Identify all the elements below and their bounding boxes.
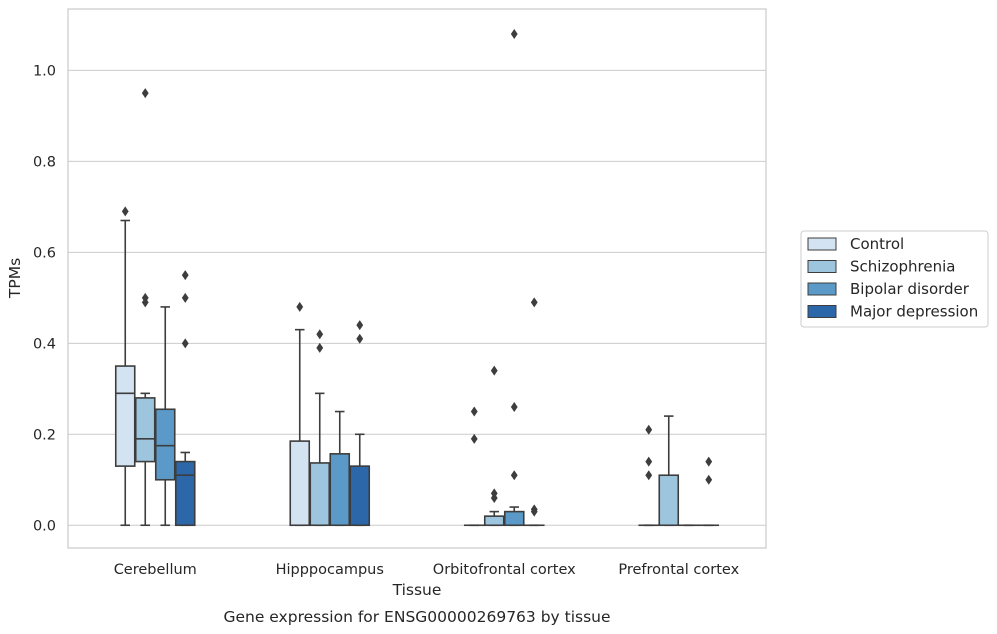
box (658, 474, 680, 527)
outlier-point (121, 206, 129, 217)
chart-title: Gene expression for ENSG00000269763 by t… (223, 608, 610, 626)
box-group (114, 206, 136, 527)
outlier-point (181, 292, 189, 303)
box (134, 397, 156, 463)
box (154, 408, 176, 481)
box-group (463, 406, 485, 527)
box (483, 515, 505, 527)
box-group (349, 320, 371, 527)
legend-label: Schizophrenia (850, 258, 955, 276)
x-tick-label: Cerebellum (114, 562, 197, 578)
outlier-point (490, 365, 498, 376)
box-group (134, 88, 156, 527)
outlier-point (356, 333, 364, 344)
y-tick-label: 0.6 (33, 245, 56, 261)
outlier-point (356, 320, 364, 331)
box (329, 453, 351, 527)
box (289, 440, 311, 527)
outlier-point (490, 492, 498, 503)
y-tick-label: 0.2 (33, 427, 56, 443)
box-group (329, 410, 351, 527)
outlier-point (181, 270, 189, 281)
box-group (658, 415, 680, 527)
boxes (114, 29, 720, 527)
legend: Control Schizophrenia Bipolar disorder Majo… (800, 230, 989, 328)
x-tick-labels: Cerebellum Hipppocampus Orbitofrontal cort… (114, 562, 740, 578)
legend-frame (800, 230, 989, 328)
box-group (154, 306, 176, 527)
outlier-point (645, 470, 653, 481)
outlier-point (530, 297, 538, 308)
outlier-point (470, 433, 478, 444)
legend-swatch (807, 305, 837, 318)
x-tick-label: Orbitofrontal cortex (433, 562, 576, 578)
legend-swatch (807, 260, 837, 273)
outlier-point (470, 406, 478, 417)
outlier-point (530, 506, 538, 517)
outlier-point (705, 456, 713, 467)
box-group (523, 297, 545, 527)
outlier-point (316, 342, 324, 353)
x-axis-label: Tissue (392, 581, 442, 599)
y-tick-labels: 0.0 0.2 0.4 0.6 0.8 1.0 (33, 63, 56, 534)
y-tick-label: 0.8 (33, 154, 56, 170)
y-tick-label: 0.4 (33, 336, 56, 352)
outlier-point (510, 470, 518, 481)
box-group (309, 329, 331, 527)
y-tick-label: 1.0 (33, 63, 56, 79)
outlier-point (141, 297, 149, 308)
box (309, 462, 331, 527)
legend-label: Bipolar disorder (850, 280, 970, 298)
outlier-point (645, 424, 653, 435)
box (174, 460, 196, 527)
legend-label: Control (850, 235, 904, 253)
x-tick-label: Hipppocampus (276, 562, 384, 578)
outlier-point (316, 329, 324, 340)
legend-swatch (807, 237, 837, 251)
outlier-point (705, 474, 713, 485)
outlier-point (510, 401, 518, 412)
outlier-point (645, 456, 653, 467)
box-group (638, 424, 660, 527)
box (349, 465, 371, 527)
box-group (483, 365, 505, 527)
x-tick-label: Prefrontal cortex (618, 562, 739, 578)
box-group (698, 456, 720, 527)
outlier-point (181, 338, 189, 349)
box-group (503, 29, 525, 527)
y-tick-label: 0.0 (33, 518, 56, 534)
plot-frame (67, 8, 767, 549)
outlier-point (510, 29, 518, 40)
box (114, 365, 136, 467)
legend-swatch (807, 282, 837, 296)
box-group (289, 301, 311, 527)
box (503, 510, 525, 527)
outlier-point (296, 301, 304, 312)
y-axis-label: TPMs (6, 258, 24, 299)
box-group (174, 270, 196, 527)
outlier-point (141, 88, 149, 99)
legend-label: Major depression (850, 303, 978, 321)
